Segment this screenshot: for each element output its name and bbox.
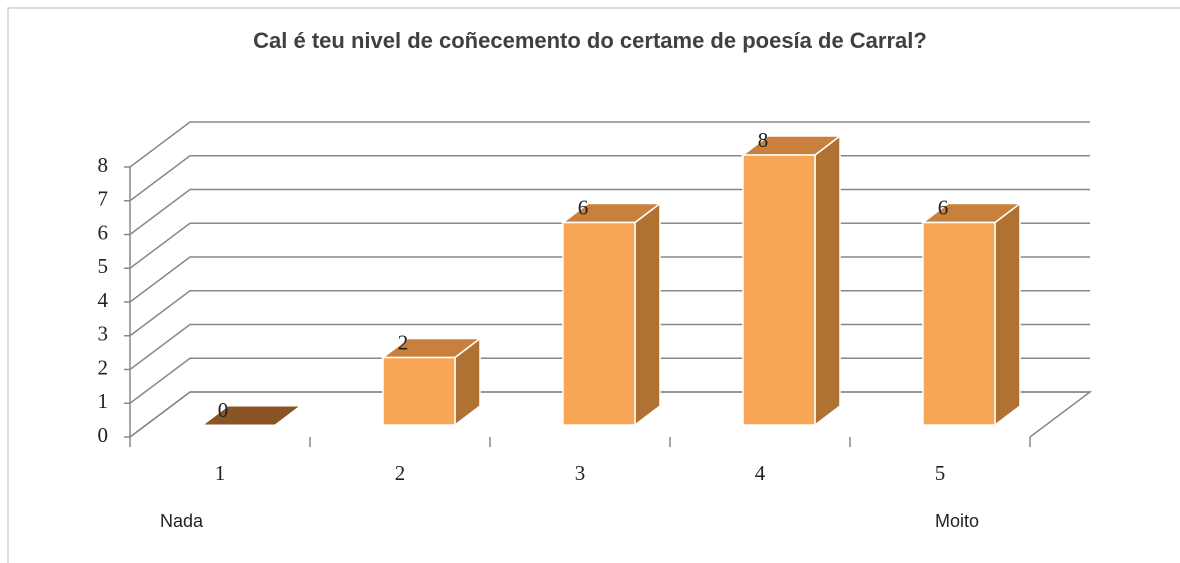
y-tick-label: 4 <box>98 288 109 312</box>
x-tick-label: 1 <box>215 461 226 485</box>
y-tick-label: 2 <box>98 355 109 379</box>
grid-line <box>129 121 1090 168</box>
bar-face <box>562 221 636 426</box>
x-tick-label: 2 <box>395 461 406 485</box>
bar <box>380 336 483 427</box>
bar-face <box>634 201 661 427</box>
value-label: 6 <box>578 195 589 219</box>
annotation: Moito <box>935 511 979 531</box>
grid-line <box>129 155 1090 202</box>
y-tick-label: 8 <box>98 153 109 177</box>
bar <box>560 201 663 427</box>
frame <box>7 7 1180 563</box>
chart-title: Cal é teu nivel de coñecemento do certam… <box>253 28 927 53</box>
bar-face <box>994 201 1021 427</box>
value-label: 0 <box>218 398 229 422</box>
bar <box>920 201 1023 427</box>
bar-face <box>922 221 996 426</box>
y-tick-label: 6 <box>98 220 109 244</box>
y-tick-label: 5 <box>98 254 109 278</box>
x-tick-label: 5 <box>935 461 946 485</box>
bar <box>201 405 302 426</box>
y-tick-label: 3 <box>98 322 109 346</box>
value-label: 8 <box>758 128 769 152</box>
bar <box>740 134 843 427</box>
annotation: Nada <box>160 511 204 531</box>
value-label: 6 <box>938 195 949 219</box>
bar-face <box>382 356 456 426</box>
x-tick-label: 3 <box>575 461 586 485</box>
bar-face <box>814 134 841 427</box>
value-label: 2 <box>398 330 409 354</box>
bar-face <box>742 154 816 426</box>
x-tick-label: 4 <box>755 461 766 485</box>
y-tick-label: 1 <box>98 389 109 413</box>
y-tick-label: 0 <box>98 423 109 447</box>
y-tick-label: 7 <box>98 187 109 211</box>
